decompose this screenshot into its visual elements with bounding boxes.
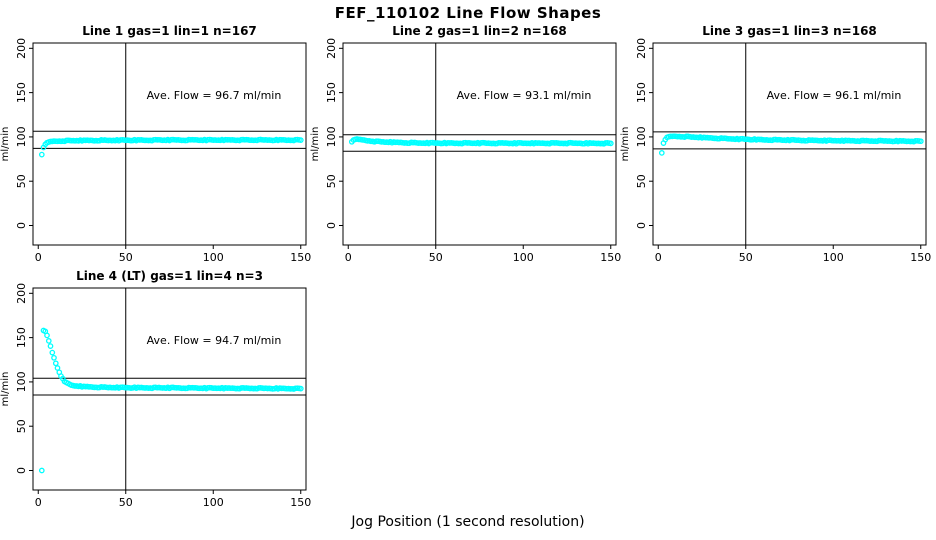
x-tick-label: 50 [119, 496, 133, 509]
plot-frame [32, 287, 307, 491]
subplot-title: Line 4 (LT) gas=1 lin=4 n=3 [76, 269, 263, 283]
y-tick-label: 100 [15, 126, 28, 147]
y-tick-label: 150 [325, 82, 338, 103]
data-points-series [348, 136, 614, 147]
x-tick-label: 50 [119, 251, 133, 264]
y-tick-label: 100 [15, 371, 28, 392]
x-tick-label: 100 [513, 251, 534, 264]
plot-frame [652, 42, 927, 246]
plot-canvas-line-2: 0 50 100 150 0 50 100 150 200 ml/min [310, 38, 621, 264]
plot-frame [32, 42, 307, 246]
subplot-line-2: 0 50 100 150 0 50 100 150 200 ml/min Line 2 gas=1… [310, 20, 622, 265]
y-tick-label: 150 [15, 82, 28, 103]
x-tick-label: 0 [35, 251, 42, 264]
subplot-line-4: 0 50 100 150 0 50 100 150 200 ml/min Line 4 (LT) … [0, 265, 312, 510]
x-tick-label: 150 [290, 496, 311, 509]
x-tick-label: 50 [739, 251, 753, 264]
y-tick-label: 0 [325, 222, 338, 229]
x-tick-label: 0 [655, 251, 662, 264]
y-tick-label: 50 [635, 174, 648, 188]
y-tick-label: 100 [635, 126, 648, 147]
y-axis-label: ml/min [310, 127, 321, 162]
y-tick-label: 100 [325, 126, 338, 147]
y-axis-label: ml/min [0, 372, 11, 407]
subplot-line-1: 0 50 100 150 0 50 100 150 200 ml/min Line 1 gas=1… [0, 20, 312, 265]
data-points-series [658, 133, 924, 156]
x-tick-label: 100 [203, 251, 224, 264]
y-axis-label: ml/min [0, 127, 11, 162]
y-tick-label: 50 [15, 419, 28, 433]
plot-canvas-line-4: 0 50 100 150 0 50 100 150 200 ml/min [0, 283, 311, 509]
y-tick-label: 200 [325, 38, 338, 59]
y-tick-label: 0 [635, 222, 648, 229]
figure-title: FEF_110102 Line Flow Shapes [334, 4, 602, 22]
y-tick-label: 0 [15, 222, 28, 229]
y-tick-label: 200 [15, 38, 28, 59]
x-tick-label: 100 [823, 251, 844, 264]
plot-frame [342, 42, 617, 246]
x-tick-label: 100 [203, 496, 224, 509]
data-points-series [38, 136, 304, 158]
plot-canvas-line-3: 0 50 100 150 0 50 100 150 200 ml/min [620, 38, 931, 264]
y-tick-label: 50 [15, 174, 28, 188]
y-tick-label: 0 [15, 467, 28, 474]
subplot-title: Line 3 gas=1 lin=3 n=168 [702, 24, 877, 38]
x-tick-label: 150 [910, 251, 931, 264]
x-tick-label: 50 [429, 251, 443, 264]
y-tick-label: 150 [15, 327, 28, 348]
x-tick-label: 150 [290, 251, 311, 264]
y-tick-label: 200 [635, 38, 648, 59]
x-axis-figure-label: Jog Position (1 second resolution) [351, 514, 585, 530]
x-tick-label: 150 [600, 251, 621, 264]
data-points-series [38, 327, 304, 474]
subplot-title: Line 2 gas=1 lin=2 n=168 [392, 24, 567, 38]
x-tick-label: 0 [345, 251, 352, 264]
y-axis-label: ml/min [620, 127, 631, 162]
y-tick-label: 50 [325, 174, 338, 188]
plot-canvas-line-1: 0 50 100 150 0 50 100 150 200 ml/min [0, 38, 311, 264]
y-tick-label: 200 [15, 283, 28, 304]
subplot-title: Line 1 gas=1 lin=1 n=167 [82, 24, 257, 38]
x-tick-label: 0 [35, 496, 42, 509]
y-tick-label: 150 [635, 82, 648, 103]
subplot-line-3: 0 50 100 150 0 50 100 150 200 ml/min Line 3 gas=1… [620, 20, 932, 265]
